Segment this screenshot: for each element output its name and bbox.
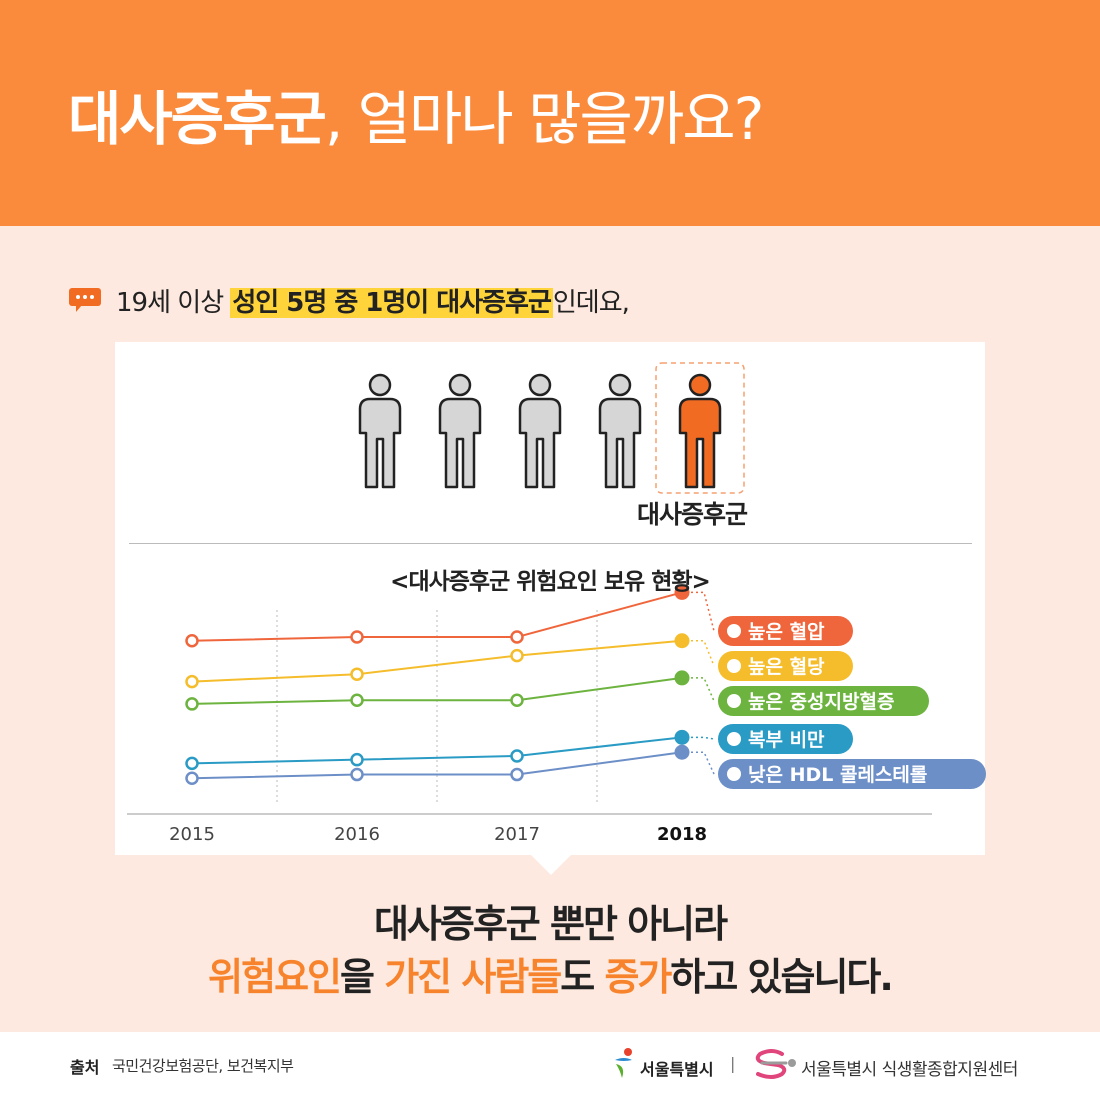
data-point	[674, 729, 690, 745]
intro-suffix: 인데요,	[552, 287, 630, 318]
conclusion-text-1: 을	[340, 955, 385, 999]
x-tick-label: 2017	[494, 824, 540, 845]
legend-connector	[691, 677, 715, 702]
person-icon	[518, 373, 562, 489]
legend-item: 높은 혈당	[718, 651, 853, 681]
data-point	[185, 674, 199, 689]
person-icon-highlighted	[678, 373, 722, 489]
section-divider	[129, 543, 972, 544]
chart-title: <대사증후군 위험요인 보유 현황>	[390, 569, 711, 595]
conclusion-text-3: 하고 있습니다.	[670, 955, 893, 999]
chart-grid	[127, 610, 932, 815]
data-point	[185, 756, 199, 771]
center-name: 서울특별시 식생활종합지원센터	[801, 1060, 1018, 1080]
data-point	[674, 633, 690, 649]
data-point	[510, 749, 524, 763]
conclusion-text-2: 도	[560, 955, 605, 999]
card-pointer	[529, 853, 573, 875]
legend-label: 높은 혈당	[748, 655, 825, 678]
data-point	[674, 670, 690, 686]
source-text: 국민건강보험공단, 보건복지부	[112, 1057, 294, 1075]
x-tick-label: 2018	[657, 824, 707, 845]
data-point	[185, 697, 199, 711]
conclusion-emphasis-2: 가진 사람들	[384, 955, 562, 999]
data-point	[350, 752, 364, 767]
data-point	[674, 584, 690, 600]
legend-label: 복부 비만	[748, 729, 825, 751]
series-line	[185, 633, 690, 689]
data-point	[350, 667, 364, 681]
data-point	[185, 771, 199, 786]
person-icon	[438, 373, 482, 489]
data-point	[510, 648, 524, 663]
person-icon	[358, 373, 402, 489]
people-caption: 대사증후군	[637, 500, 748, 529]
series-line	[185, 744, 690, 786]
series-line	[185, 670, 690, 711]
data-point	[510, 630, 524, 644]
legend-label: 높은 중성지방혈증	[748, 690, 894, 713]
speech-bubble-icon	[69, 288, 101, 312]
series-line	[185, 729, 690, 771]
legend-label: 높은 혈압	[748, 620, 825, 643]
footer-separator: |	[730, 1054, 736, 1073]
conclusion-line-1: 대사증후군 뿐만 아니라	[373, 902, 728, 946]
data-point	[674, 744, 690, 760]
highlight-frame	[655, 362, 745, 494]
conclusion-emphasis-3: 증가	[604, 955, 672, 999]
intro-prefix: 19세 이상	[116, 287, 231, 318]
seoul-logo-icon	[615, 1048, 632, 1078]
people-row	[358, 362, 745, 494]
legend-connector	[691, 640, 715, 667]
legend-item: 높은 중성지방혈증	[718, 686, 929, 716]
intro-statement: 19세 이상 성인 5명 중 1명이 대사증후군인데요,	[68, 280, 630, 320]
page-title: 대사증후군, 얼마나 많을까요?	[68, 72, 765, 156]
chart-series	[185, 584, 690, 786]
data-point	[350, 630, 364, 644]
x-tick-label: 2016	[334, 824, 380, 845]
legend-connector	[691, 591, 715, 632]
center-logo-icon	[755, 1049, 796, 1079]
chart-x-axis: 2015 2016 2017 2018	[169, 824, 707, 845]
title-light: , 얼마나 많을까요?	[324, 85, 765, 153]
x-tick-label: 2015	[169, 824, 215, 845]
intro-highlight: 성인 5명 중 1명이 대사증후군	[230, 287, 553, 318]
data-point	[185, 634, 199, 648]
legend-item: 복부 비만	[718, 724, 853, 754]
legend-connector	[691, 736, 715, 740]
header-banner: 대사증후군, 얼마나 많을까요?	[0, 0, 1100, 226]
seoul-logo-text: 서울특별시	[640, 1060, 714, 1079]
legend-label: 낮은 HDL 콜레스테롤	[748, 764, 927, 786]
legend-item: 높은 혈압	[718, 616, 853, 646]
footer: 출처 국민건강보험공단, 보건복지부 서울특별시 | 서울특별시 식생활종합지원…	[0, 1032, 1100, 1100]
conclusion-emphasis-1: 위험요인	[208, 955, 342, 999]
data-point	[510, 767, 524, 782]
series-line	[185, 584, 690, 648]
data-point	[350, 767, 364, 782]
data-point	[350, 693, 364, 707]
intro-text: 19세 이상 성인 5명 중 1명이 대사증후군인데요,	[116, 282, 630, 319]
title-bold: 대사증후군	[68, 85, 327, 153]
source-label: 출처	[70, 1058, 100, 1077]
legend-item: 낮은 HDL 콜레스테롤	[718, 759, 986, 789]
legend-connector	[691, 751, 715, 775]
conclusion-line-2: 위험요인을 가진 사람들도 증가하고 있습니다.	[0, 946, 1100, 1001]
person-icon	[598, 373, 642, 489]
data-point	[510, 693, 524, 707]
